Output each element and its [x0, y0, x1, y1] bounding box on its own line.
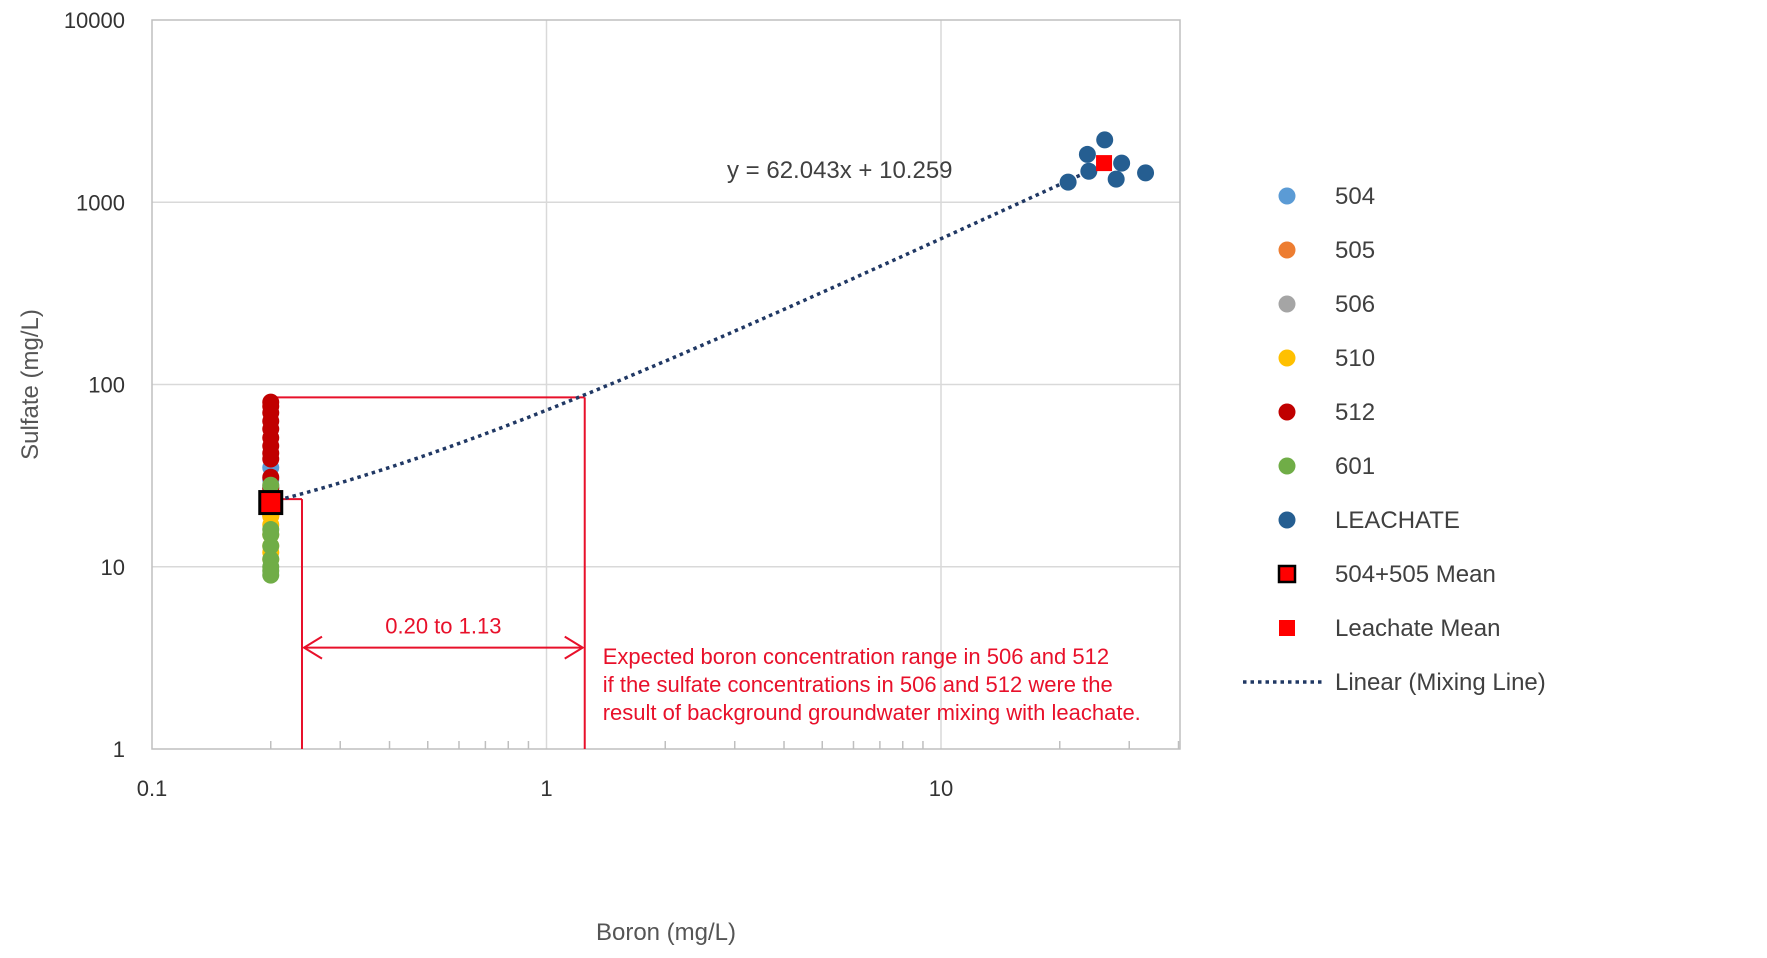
- point-leachate: [1059, 173, 1077, 191]
- annotation-note-line: Expected boron concentration range in 50…: [603, 644, 1109, 669]
- range-arrow-left-head: [302, 635, 323, 660]
- points-layer: [258, 131, 1155, 584]
- legend-label-512: 512: [1335, 399, 1375, 426]
- plot-frame: [151, 19, 1181, 750]
- x-tick-label: 10: [929, 776, 953, 801]
- legend: 504 505 506 510 512 601 LEACHATE 504+505 Mean Le…: [1243, 183, 1546, 696]
- point-leachate-mean: [1096, 155, 1113, 172]
- trendline-mixing-line: [270, 162, 1105, 504]
- legend-marker-510: [1278, 349, 1296, 367]
- legend-label-leachate-mean: Leachate Mean: [1335, 615, 1500, 642]
- tick-layer: 0.1 1 10 1 10 100 1000 10000: [64, 8, 953, 801]
- point-601: [262, 537, 280, 555]
- annotation-note-line: if the sulfate concentrations in 506 and…: [603, 672, 1113, 697]
- y-tick-label: 10: [101, 555, 125, 580]
- range-arrow-right-head: [564, 635, 585, 660]
- legend-label-504-505-mean: 504+505 Mean: [1335, 561, 1496, 588]
- trend-layer: [270, 162, 1105, 504]
- point-leachate: [1078, 145, 1096, 163]
- legend-label-510: 510: [1335, 345, 1375, 372]
- y-axis-title: Sulfate (mg/L): [17, 309, 44, 460]
- legend-marker-leachate-mean: [1279, 620, 1295, 636]
- legend-label-504: 504: [1335, 183, 1375, 210]
- annotation-layer: [270, 396, 586, 749]
- range-label: 0.20 to 1.13: [385, 614, 501, 639]
- point-512: [262, 450, 280, 468]
- point-leachate: [1080, 162, 1098, 180]
- legend-label-trendline: Linear (Mixing Line): [1335, 669, 1546, 696]
- trendline-equation: y = 62.043x + 10.259: [727, 157, 953, 184]
- legend-label-506: 506: [1335, 291, 1375, 318]
- legend-marker-504: [1278, 187, 1296, 205]
- x-tick-label: 0.1: [137, 776, 168, 801]
- legend-label-505: 505: [1335, 237, 1375, 264]
- point-504-505-mean: [258, 490, 284, 516]
- grid-layer: [152, 20, 1180, 749]
- point-leachate: [1137, 164, 1155, 182]
- x-tick-label: 1: [540, 776, 552, 801]
- legend-marker-601: [1278, 457, 1296, 475]
- y-tick-label: 1000: [76, 190, 125, 215]
- point-leachate: [1096, 131, 1114, 149]
- y-tick-label: 10000: [64, 8, 125, 33]
- minor-tick-layer: [270, 741, 1180, 749]
- y-tick-label: 100: [88, 373, 125, 398]
- legend-label-601: 601: [1335, 453, 1375, 480]
- point-leachate: [1113, 154, 1131, 172]
- y-tick-label: 1: [113, 737, 125, 762]
- annotation-note-line: result of background groundwater mixing …: [603, 700, 1141, 725]
- point-601: [262, 566, 280, 584]
- legend-marker-505: [1278, 241, 1296, 259]
- x-axis-title: Boron (mg/L): [596, 919, 736, 946]
- legend-marker-506: [1278, 295, 1296, 313]
- legend-marker-512: [1278, 403, 1296, 421]
- point-leachate: [1107, 170, 1125, 188]
- legend-label-leachate: LEACHATE: [1335, 507, 1460, 534]
- legend-marker-leachate: [1278, 511, 1296, 529]
- legend-marker-504-505-mean: [1277, 564, 1297, 584]
